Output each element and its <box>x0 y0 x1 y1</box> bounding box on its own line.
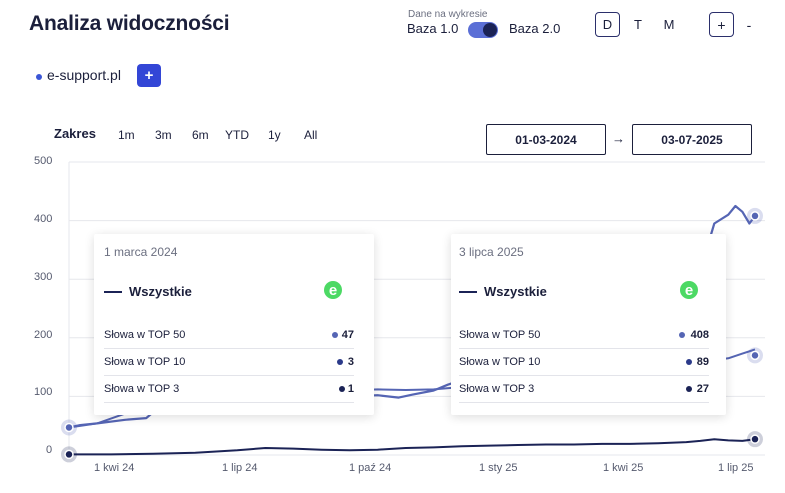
base-caption: Dane na wykresie <box>408 9 488 20</box>
tooltip-row-top50: Słowa w TOP 50 47 <box>104 322 354 349</box>
range-ytd-button[interactable]: YTD <box>225 128 249 142</box>
x-tick-label: 1 kwi 24 <box>94 462 135 474</box>
y-tick-label: 0 <box>46 444 53 456</box>
y-tick-label: 100 <box>34 386 53 398</box>
start-marker-top3 <box>64 449 74 460</box>
tooltip-row-top3: Słowa w TOP 3 27 <box>459 376 709 403</box>
row-label: Słowa w TOP 3 <box>104 383 180 395</box>
granularity-week-button[interactable]: T <box>634 17 642 32</box>
row-value: 27 <box>696 383 709 395</box>
zoom-in-button[interactable]: + <box>709 12 734 37</box>
base-left-label: Baza 1.0 <box>407 21 459 36</box>
y-tick-label: 400 <box>34 213 53 225</box>
tooltip-start: 1 marca 2024 Wszystkie e Słowa w TOP 50 … <box>94 234 374 415</box>
series-line-icon <box>104 291 122 293</box>
tooltip-row-top10: Słowa w TOP 10 3 <box>104 349 354 376</box>
range-arrow: → <box>612 131 625 146</box>
page-title: Analiza widoczności <box>29 12 230 35</box>
range-1m-button[interactable]: 1m <box>118 128 135 142</box>
chart-markers <box>61 207 763 463</box>
x-tick-label: 1 sty 25 <box>479 462 518 474</box>
domain-label: e-support.pl <box>47 67 121 83</box>
end-marker-top3 <box>750 434 760 444</box>
row-label: Słowa w TOP 50 <box>459 329 541 341</box>
top3-dot-icon <box>339 386 345 392</box>
y-tick-label: 500 <box>34 155 53 167</box>
range-all-button[interactable]: All <box>304 128 318 142</box>
y-tick-label: 300 <box>34 271 53 283</box>
row-label: Słowa w TOP 10 <box>459 356 541 368</box>
x-tick-label: 1 kwi 25 <box>603 462 644 474</box>
top3-dot-icon <box>686 386 692 392</box>
row-value: 1 <box>347 383 354 395</box>
top10-dot-icon <box>686 359 692 365</box>
end-date-input[interactable]: 03-07-2025 <box>632 124 752 155</box>
series-top3-line <box>69 438 756 456</box>
top10-dot-icon <box>337 359 343 365</box>
tooltip-row-top50: Słowa w TOP 50 408 <box>459 322 709 349</box>
tooltip-date: 3 lipca 2025 <box>459 245 524 259</box>
row-value: 47 <box>341 329 354 341</box>
row-label: Słowa w TOP 3 <box>459 383 535 395</box>
range-1y-button[interactable]: 1y <box>268 128 281 142</box>
top50-dot-icon <box>679 332 685 338</box>
row-label: Słowa w TOP 50 <box>104 329 186 341</box>
granularity-day-button[interactable]: D <box>595 12 620 37</box>
tooltip-row-top3: Słowa w TOP 3 1 <box>104 376 354 403</box>
tooltip-date: 1 marca 2024 <box>104 245 178 259</box>
end-marker-top10 <box>750 350 760 361</box>
tooltip-series-name: Wszystkie <box>484 284 547 299</box>
tooltip-series-name: Wszystkie <box>129 284 192 299</box>
y-tick-label: 200 <box>34 329 53 341</box>
start-date-input[interactable]: 01-03-2024 <box>486 124 606 155</box>
domain-logo-icon: e <box>680 281 698 299</box>
row-value: 3 <box>347 356 354 368</box>
domain-logo-icon: e <box>324 281 342 299</box>
domain-color-dot <box>36 74 42 80</box>
x-tick-label: 1 paź 24 <box>349 462 392 474</box>
tooltip-row-top10: Słowa w TOP 10 89 <box>459 349 709 376</box>
end-marker-top50 <box>750 211 760 221</box>
x-tick-label: 1 lip 25 <box>718 462 754 474</box>
base-toggle[interactable] <box>468 22 498 38</box>
start-marker-top50 <box>64 422 74 433</box>
range-3m-button[interactable]: 3m <box>155 128 172 142</box>
row-value: 408 <box>690 329 709 341</box>
tooltip-end: 3 lipca 2025 Wszystkie e Słowa w TOP 50 … <box>451 234 726 415</box>
base-right-label: Baza 2.0 <box>509 21 561 36</box>
add-domain-button[interactable]: + <box>137 64 161 87</box>
toggle-knob <box>483 23 497 37</box>
row-value: 89 <box>696 356 709 368</box>
top50-dot-icon <box>332 332 338 338</box>
x-tick-label: 1 lip 24 <box>222 462 258 474</box>
granularity-month-button[interactable]: M <box>663 17 675 32</box>
series-line-icon <box>459 291 477 293</box>
zoom-out-button[interactable]: - <box>746 16 752 33</box>
range-label: Zakres <box>54 126 96 141</box>
range-6m-button[interactable]: 6m <box>192 128 209 142</box>
row-label: Słowa w TOP 10 <box>104 356 186 368</box>
